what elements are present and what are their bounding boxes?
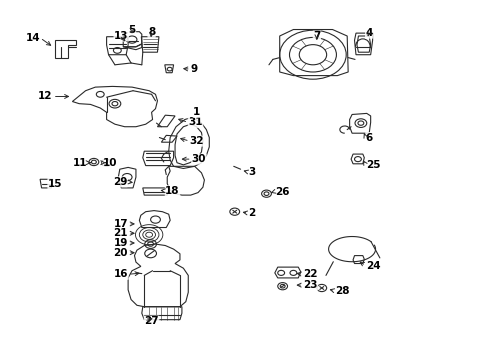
Text: 13: 13 (114, 31, 128, 41)
Text: 31: 31 (188, 117, 203, 127)
Text: 23: 23 (303, 280, 317, 290)
Text: 22: 22 (303, 269, 317, 279)
Text: 30: 30 (191, 154, 206, 164)
Text: 8: 8 (148, 27, 155, 37)
Text: 20: 20 (113, 248, 128, 258)
Text: 6: 6 (365, 132, 372, 143)
Text: 14: 14 (25, 33, 40, 43)
Text: 19: 19 (114, 238, 128, 248)
Text: 3: 3 (248, 167, 255, 177)
Text: 27: 27 (144, 316, 159, 326)
Text: 18: 18 (165, 186, 180, 196)
Text: 26: 26 (274, 186, 289, 197)
Text: 5: 5 (128, 24, 135, 35)
Text: 21: 21 (113, 228, 128, 238)
Text: 11: 11 (72, 158, 87, 168)
Text: 4: 4 (365, 28, 372, 38)
Text: 28: 28 (334, 286, 349, 296)
Text: 12: 12 (38, 91, 53, 102)
Text: 24: 24 (365, 261, 380, 271)
Text: 9: 9 (190, 64, 198, 74)
Text: 7: 7 (312, 31, 320, 41)
Text: 32: 32 (189, 136, 204, 146)
Text: 2: 2 (248, 208, 255, 218)
Text: 10: 10 (102, 158, 117, 168)
Text: 17: 17 (113, 219, 128, 229)
Text: 1: 1 (193, 107, 200, 117)
Text: 16: 16 (113, 269, 128, 279)
Text: 15: 15 (48, 179, 62, 189)
Text: 29: 29 (113, 177, 127, 187)
Text: 25: 25 (365, 160, 380, 170)
